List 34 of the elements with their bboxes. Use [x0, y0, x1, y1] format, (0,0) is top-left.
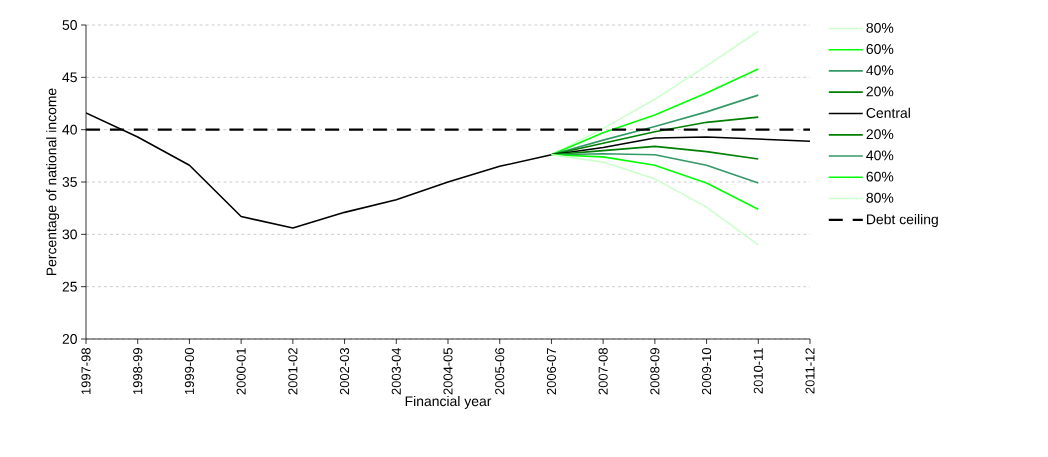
- x-tick-label: 1997-98: [81, 348, 91, 395]
- legend-label: Central: [866, 107, 910, 118]
- legend-label: Debt ceiling: [867, 214, 938, 228]
- legend-label: 80%: [866, 192, 894, 203]
- y-tick-label: 30: [62, 229, 77, 240]
- legend-label: 40%: [866, 150, 894, 161]
- y-tick-label: 50: [62, 20, 77, 30]
- x-tick-label: 1999-00: [184, 348, 195, 395]
- legend-label: 40%: [866, 65, 894, 76]
- x-tick-label: 2010-11: [753, 348, 763, 394]
- x-tick-label: 2000-01: [236, 348, 246, 395]
- legend-label: 20%: [866, 129, 894, 140]
- y-tick-label: 40: [62, 124, 77, 135]
- y-axis-title: Percentage of national income: [46, 88, 60, 276]
- legend-label: 60%: [866, 171, 894, 182]
- x-tick-label: 2009-10: [701, 348, 712, 395]
- legend-label: 20%: [866, 86, 894, 97]
- x-tick-label: 2004-05: [443, 348, 453, 395]
- legend-label: 80%: [866, 22, 894, 33]
- legend-label: 60%: [866, 44, 894, 54]
- x-tick-label: 2001-02: [288, 348, 298, 395]
- y-tick-label: 25: [62, 281, 77, 292]
- y-tick-label: 20: [62, 334, 77, 344]
- y-tick-label: 45: [62, 72, 77, 83]
- x-axis-title: Financial year: [405, 395, 492, 409]
- x-tick-label: 2006-07: [546, 348, 557, 395]
- x-tick-label: 2003-04: [391, 347, 401, 395]
- x-tick-label: 2005-06: [495, 348, 505, 395]
- x-tick-label: 1998-99: [133, 348, 143, 395]
- x-tick-label: 2011-12: [805, 348, 815, 394]
- y-tick-label: 35: [62, 177, 77, 187]
- x-tick-label: 2007-08: [598, 348, 608, 395]
- x-tick-label: 2008-09: [650, 348, 660, 395]
- x-tick-label: 2002-03: [339, 348, 350, 395]
